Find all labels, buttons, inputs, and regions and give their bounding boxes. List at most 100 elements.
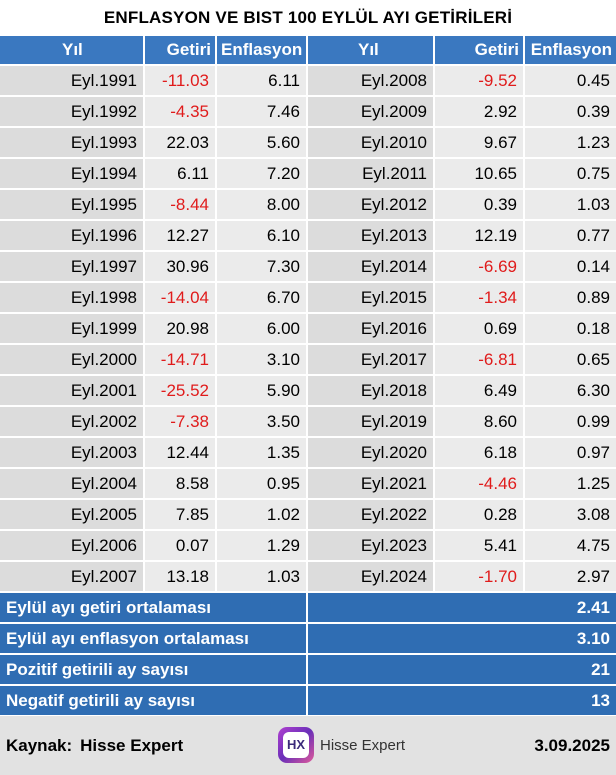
return-cell: 30.96 <box>145 252 217 283</box>
year-cell: Eyl.1994 <box>0 159 145 190</box>
year-cell: Eyl.1998 <box>0 283 145 314</box>
return-cell: 2.92 <box>435 97 525 128</box>
return-cell: 6.18 <box>435 438 525 469</box>
return-cell: 0.69 <box>435 314 525 345</box>
summary-section: Eylül ayı getiri ortalaması 2.41 Eylül a… <box>0 593 616 717</box>
table-row: Eyl.2006 0.07 1.29 Eyl.2023 5.41 4.75 <box>0 531 616 562</box>
year-cell: Eyl.1992 <box>0 97 145 128</box>
year-cell: Eyl.1993 <box>0 128 145 159</box>
table-row: Eyl.1995 -8.44 8.00 Eyl.2012 0.39 1.03 <box>0 190 616 221</box>
summary-value: 2.41 <box>308 593 616 622</box>
summary-value: 13 <box>308 686 616 715</box>
return-cell: -1.70 <box>435 562 525 593</box>
header-return-right: Getiri <box>435 36 525 66</box>
inflation-cell: 0.89 <box>525 283 616 314</box>
year-cell: Eyl.2012 <box>308 190 435 221</box>
header-inflation-right: Enflasyon <box>525 36 616 66</box>
return-cell: -14.04 <box>145 283 217 314</box>
return-cell: 5.41 <box>435 531 525 562</box>
year-cell: Eyl.2023 <box>308 531 435 562</box>
table-row: Eyl.1993 22.03 5.60 Eyl.2010 9.67 1.23 <box>0 128 616 159</box>
inflation-cell: 3.10 <box>217 345 308 376</box>
year-cell: Eyl.2019 <box>308 407 435 438</box>
year-cell: Eyl.2015 <box>308 283 435 314</box>
summary-value: 3.10 <box>308 624 616 653</box>
table-row: Eyl.1991 -11.03 6.11 Eyl.2008 -9.52 0.45 <box>0 66 616 97</box>
inflation-cell: 5.90 <box>217 376 308 407</box>
year-cell: Eyl.2005 <box>0 500 145 531</box>
year-cell: Eyl.2008 <box>308 66 435 97</box>
summary-label: Eylül ayı enflasyon ortalaması <box>0 624 308 653</box>
page-title: ENFLASYON VE BIST 100 EYLÜL AYI GETİRİLE… <box>0 0 616 36</box>
year-cell: Eyl.2002 <box>0 407 145 438</box>
summary-row-positive-count: Pozitif getirili ay sayısı 21 <box>0 655 616 686</box>
source-credit: Kaynak: Hisse Expert <box>6 716 183 775</box>
brand-name: Hisse Expert <box>320 736 406 754</box>
logo-text: HX <box>283 732 309 758</box>
inflation-cell: 0.97 <box>525 438 616 469</box>
inflation-cell: 6.00 <box>217 314 308 345</box>
return-cell: 13.18 <box>145 562 217 593</box>
return-cell: 0.07 <box>145 531 217 562</box>
year-cell: Eyl.2016 <box>308 314 435 345</box>
year-cell: Eyl.2001 <box>0 376 145 407</box>
inflation-cell: 0.39 <box>525 97 616 128</box>
table-row: Eyl.2003 12.44 1.35 Eyl.2020 6.18 0.97 <box>0 438 616 469</box>
header-year-left: Yıl <box>0 36 145 66</box>
year-cell: Eyl.2020 <box>308 438 435 469</box>
table-row: Eyl.1997 30.96 7.30 Eyl.2014 -6.69 0.14 <box>0 252 616 283</box>
return-cell: -6.81 <box>435 345 525 376</box>
return-cell: 20.98 <box>145 314 217 345</box>
inflation-cell: 0.45 <box>525 66 616 97</box>
table-row: Eyl.1994 6.11 7.20 Eyl.2011 10.65 0.75 <box>0 159 616 190</box>
inflation-cell: 7.20 <box>217 159 308 190</box>
return-cell: 10.65 <box>435 159 525 190</box>
return-cell: 22.03 <box>145 128 217 159</box>
return-cell: -6.69 <box>435 252 525 283</box>
brand: HX Hisse Expert <box>278 725 405 765</box>
year-cell: Eyl.1995 <box>0 190 145 221</box>
year-cell: Eyl.2022 <box>308 500 435 531</box>
return-cell: -9.52 <box>435 66 525 97</box>
inflation-cell: 4.75 <box>525 531 616 562</box>
table-row: Eyl.2005 7.85 1.02 Eyl.2022 0.28 3.08 <box>0 500 616 531</box>
return-cell: -4.35 <box>145 97 217 128</box>
return-cell: 12.44 <box>145 438 217 469</box>
year-cell: Eyl.2024 <box>308 562 435 593</box>
inflation-cell: 6.10 <box>217 221 308 252</box>
year-cell: Eyl.2018 <box>308 376 435 407</box>
inflation-cell: 0.65 <box>525 345 616 376</box>
summary-label: Negatif getirili ay sayısı <box>0 686 308 715</box>
summary-label: Eylül ayı getiri ortalaması <box>0 593 308 622</box>
return-cell: -11.03 <box>145 66 217 97</box>
year-cell: Eyl.2014 <box>308 252 435 283</box>
table-row: Eyl.2000 -14.71 3.10 Eyl.2017 -6.81 0.65 <box>0 345 616 376</box>
return-cell: -4.46 <box>435 469 525 500</box>
header-year-right: Yıl <box>308 36 435 66</box>
return-cell: 8.58 <box>145 469 217 500</box>
source-label: Kaynak: <box>6 736 73 755</box>
header-inflation-left: Enflasyon <box>217 36 308 66</box>
return-cell: -25.52 <box>145 376 217 407</box>
inflation-cell: 1.23 <box>525 128 616 159</box>
year-cell: Eyl.1999 <box>0 314 145 345</box>
year-cell: Eyl.1991 <box>0 66 145 97</box>
inflation-cell: 3.08 <box>525 500 616 531</box>
return-cell: 7.85 <box>145 500 217 531</box>
summary-row-negative-count: Negatif getirili ay sayısı 13 <box>0 686 616 717</box>
year-cell: Eyl.2009 <box>308 97 435 128</box>
return-cell: 12.27 <box>145 221 217 252</box>
inflation-cell: 0.95 <box>217 469 308 500</box>
source-value: Hisse Expert <box>80 736 184 755</box>
return-cell: 6.11 <box>145 159 217 190</box>
return-cell: -7.38 <box>145 407 217 438</box>
year-cell: Eyl.2000 <box>0 345 145 376</box>
returns-table: Yıl Getiri Enflasyon Yıl Getiri Enflasyo… <box>0 36 616 593</box>
year-cell: Eyl.2021 <box>308 469 435 500</box>
return-cell: -14.71 <box>145 345 217 376</box>
return-cell: -8.44 <box>145 190 217 221</box>
inflation-cell: 6.30 <box>525 376 616 407</box>
summary-label: Pozitif getirili ay sayısı <box>0 655 308 684</box>
year-cell: Eyl.2003 <box>0 438 145 469</box>
